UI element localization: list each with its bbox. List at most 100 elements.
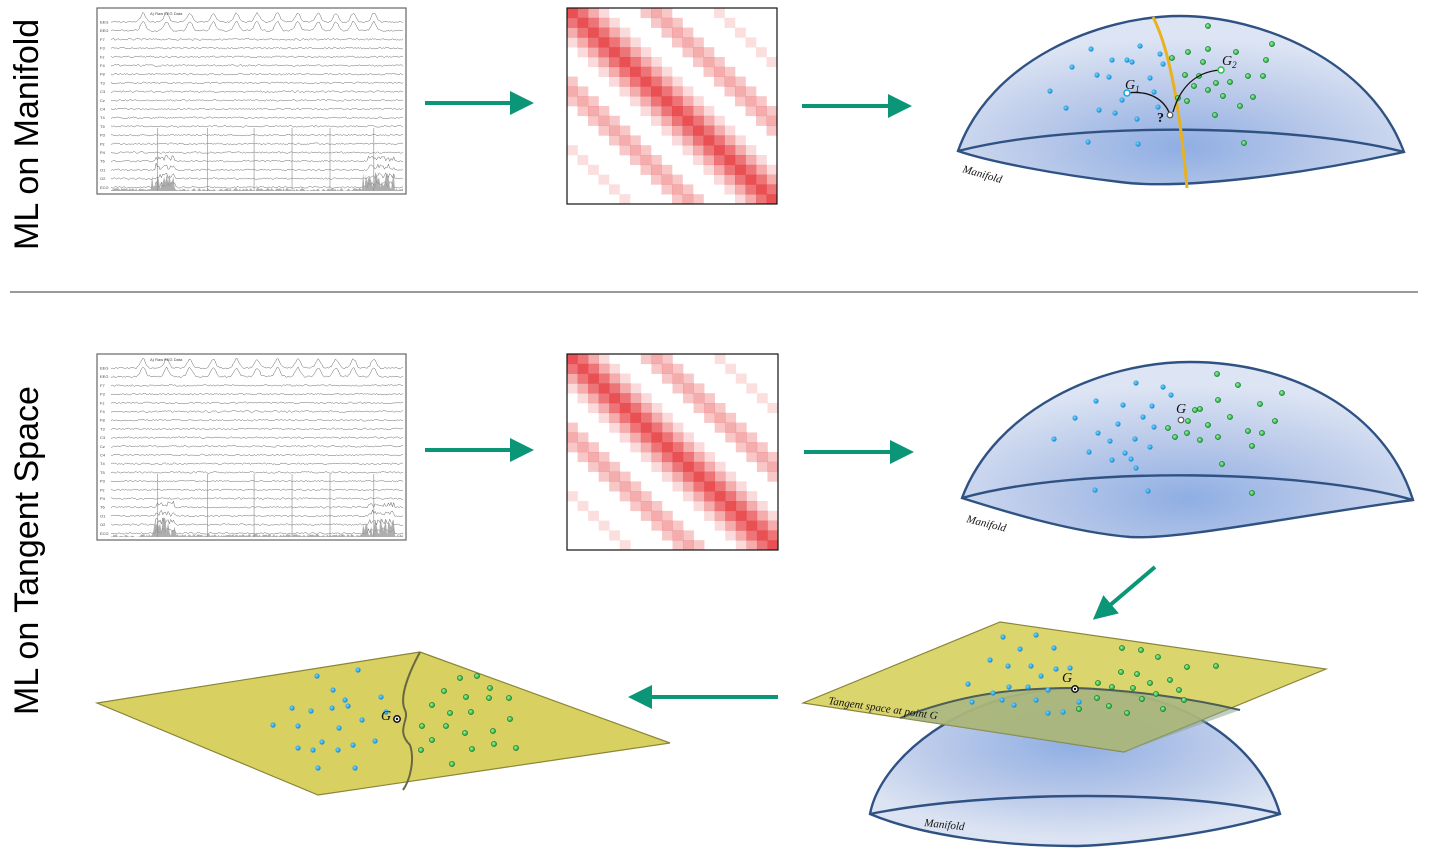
matrix-cell — [609, 530, 621, 541]
matrix-cell — [703, 145, 715, 156]
eeg-panel-title: A) Raw EEG Data — [150, 11, 183, 16]
matrix-cell — [651, 66, 662, 77]
matrix-cell — [682, 194, 694, 205]
matrix-cell — [630, 501, 642, 512]
matrix-cell — [714, 491, 726, 502]
matrix-cell — [703, 135, 715, 146]
matrix-cell — [745, 155, 757, 166]
linear-decision-boundary — [402, 651, 421, 791]
row-label-tangent-space: ML on Tangent Space — [8, 386, 46, 715]
matrix-cell — [609, 461, 621, 472]
eeg-trace — [110, 497, 404, 500]
matrix-cell — [767, 540, 779, 551]
blue-point — [314, 673, 320, 679]
matrix-cell — [672, 184, 683, 195]
matrix-cell — [672, 530, 684, 541]
matrix-cell — [588, 510, 599, 521]
matrix-cell — [693, 125, 704, 136]
blue-point — [289, 705, 295, 711]
g1-mean-point — [1123, 89, 1131, 97]
matrix-cell — [588, 8, 599, 19]
blue-point — [1069, 64, 1075, 70]
eeg-trace — [110, 125, 404, 128]
matrix-cell — [756, 115, 767, 126]
matrix-cell — [683, 373, 694, 384]
green-point — [1212, 112, 1218, 118]
matrix-cell — [588, 57, 599, 68]
unknown-sample-point — [1166, 111, 1174, 119]
tangent-point-label: G — [1062, 671, 1072, 686]
matrix-cell — [683, 432, 694, 443]
matrix-cell — [735, 184, 746, 195]
matrix-cell — [683, 452, 694, 463]
eeg-trace — [110, 172, 404, 180]
matrix-cell — [725, 412, 737, 423]
arrow-manifold-to-tangent — [1092, 565, 1157, 620]
unknown-sample-label: ? — [1157, 111, 1164, 126]
matrix-cell — [746, 501, 758, 512]
matrix-cell — [661, 461, 673, 472]
green-point — [1200, 59, 1206, 65]
green-point — [1205, 23, 1211, 29]
eeg-channel-label: F7 — [100, 383, 105, 388]
matrix-cell — [619, 491, 631, 502]
green-point — [1215, 434, 1221, 440]
matrix-cell — [693, 155, 704, 166]
eeg-channel-label: EEG — [100, 366, 108, 371]
blue-point — [1072, 415, 1078, 421]
matrix-cell — [598, 66, 610, 77]
blue-point — [1107, 438, 1113, 444]
matrix-cell — [693, 194, 704, 205]
matrix-cell — [630, 37, 641, 48]
green-point — [1184, 430, 1190, 436]
matrix-cell — [640, 412, 652, 423]
matrix-cell — [651, 174, 662, 185]
green-point — [1095, 680, 1101, 686]
matrix-cell — [619, 66, 631, 77]
matrix-cell — [682, 125, 694, 136]
green-point — [1130, 685, 1136, 691]
matrix-cell — [745, 174, 757, 185]
blue-point — [345, 703, 351, 709]
green-point — [1205, 87, 1211, 93]
matrix-cell — [661, 184, 673, 195]
decision-boundary-curve — [1151, 16, 1189, 189]
matrix-cell — [766, 125, 778, 136]
green-point — [1182, 72, 1188, 78]
green-point — [487, 685, 493, 691]
matrix-cell — [714, 57, 725, 68]
matrix-cell — [598, 452, 610, 463]
matrix-cell — [756, 530, 768, 541]
matrix-cell — [598, 412, 610, 423]
matrix-cell — [651, 412, 663, 423]
matrix-cell — [651, 96, 662, 107]
matrix-cell — [724, 145, 736, 156]
blue-class-points — [965, 632, 1082, 716]
blue-class-points — [270, 667, 389, 771]
matrix-cell — [682, 37, 694, 48]
blue-point — [1033, 632, 1039, 638]
matrix-cell — [756, 393, 768, 404]
matrix-cell — [630, 47, 641, 58]
matrix-cell — [640, 96, 652, 107]
matrix-cell — [693, 481, 705, 492]
matrix-cell — [683, 540, 694, 551]
eeg-channel-label: T5 — [100, 470, 105, 475]
eeg-channel-label: F3 — [100, 46, 105, 51]
blue-point — [1025, 684, 1031, 690]
matrix-cell — [567, 432, 578, 443]
matrix-cell — [661, 442, 673, 453]
matrix-cell — [756, 155, 767, 166]
matrix-cell — [756, 461, 768, 472]
green-point — [486, 695, 492, 701]
matrix-cell — [724, 135, 736, 146]
matrix-cell — [661, 86, 673, 97]
blue-point — [1115, 421, 1121, 427]
matrix-cell — [756, 194, 767, 205]
blue-point — [1134, 116, 1140, 122]
blue-point — [359, 717, 365, 723]
green-point — [1167, 677, 1173, 683]
green-point — [1241, 140, 1247, 146]
matrix-cell — [661, 76, 673, 87]
green-point — [1233, 49, 1239, 55]
